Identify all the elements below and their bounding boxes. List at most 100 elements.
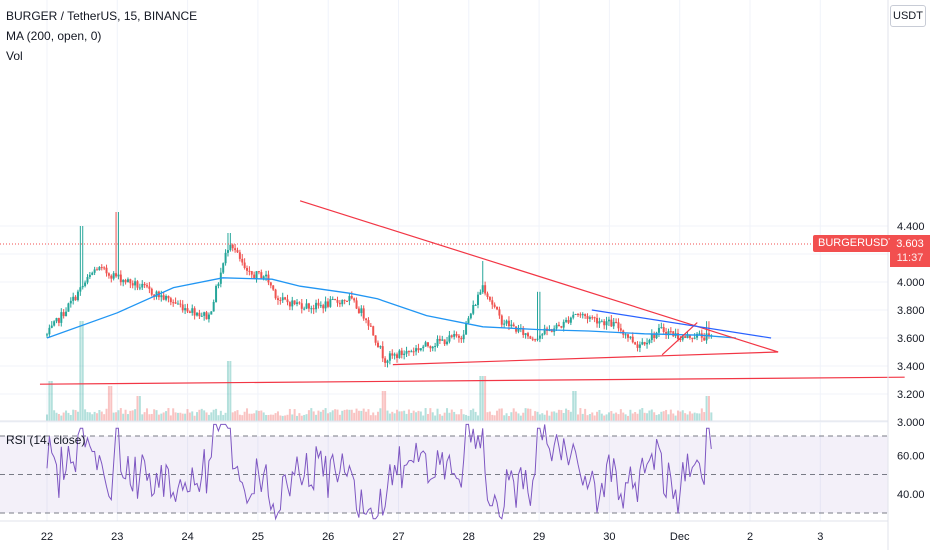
candle-body — [465, 322, 468, 335]
volume-bar — [246, 408, 249, 421]
volume-bar — [186, 409, 189, 421]
volume-bar — [479, 376, 482, 421]
candle-body — [534, 339, 537, 341]
candle-body — [69, 300, 72, 304]
volume-bar — [460, 409, 463, 421]
ma-legend[interactable]: MA (200, open, 0) — [6, 29, 102, 43]
volume-bar — [607, 412, 610, 421]
candle-body — [374, 335, 377, 343]
volume-bar — [641, 408, 644, 421]
volume-bar — [693, 412, 696, 421]
candle-body — [517, 328, 520, 332]
volume-bar — [534, 411, 537, 421]
volume-bar — [110, 386, 113, 421]
candle-body — [450, 335, 453, 337]
volume-bar — [676, 410, 679, 421]
candle-body — [334, 298, 337, 301]
candle-body — [362, 308, 365, 319]
volume-bar — [238, 414, 241, 421]
pair-legend[interactable]: BURGER / TetherUS, 15, BINANCE — [6, 9, 198, 23]
volume-bar — [660, 411, 663, 421]
candle-body — [226, 250, 229, 253]
volume-bar — [567, 410, 570, 421]
candle-body — [524, 333, 527, 335]
time-tick-label: 25 — [252, 531, 264, 543]
volume-bar — [681, 410, 684, 421]
candle-body — [88, 274, 91, 278]
candle-body — [512, 324, 515, 327]
candle-body — [653, 333, 656, 339]
volume-bar — [176, 412, 179, 421]
volume-bar — [517, 413, 520, 421]
candle-body — [248, 270, 251, 272]
volume-bar — [191, 411, 194, 421]
volume-bar — [643, 412, 646, 421]
volume-bar — [79, 321, 82, 421]
volume-bar — [498, 408, 501, 421]
time-axis[interactable]: 22 23 24 25 26 27 28 29 30 Dec 2 3 — [41, 531, 823, 543]
candle-body — [203, 312, 206, 316]
candle-body — [588, 317, 591, 319]
volume-bar — [62, 412, 65, 421]
bar-countdown: 11:37 — [896, 252, 924, 264]
candle-body — [688, 334, 691, 338]
candle-body — [126, 279, 129, 283]
volume-bar — [646, 413, 649, 421]
volume-bar — [362, 408, 365, 421]
volume-bar — [198, 409, 201, 421]
candle-body — [250, 271, 253, 275]
trendlines[interactable] — [39, 200, 905, 385]
candle-body — [476, 294, 479, 305]
candle-body — [543, 328, 546, 335]
volume-bar — [612, 413, 615, 421]
volume-bar — [55, 412, 58, 421]
candle-body — [229, 244, 232, 251]
candle-body — [415, 348, 418, 352]
rsi-axis[interactable]: 60.00 40.00 — [897, 450, 925, 501]
candle-body — [84, 282, 87, 286]
volume-bar — [453, 411, 456, 421]
volume-bar — [403, 410, 406, 421]
volume-bar — [638, 409, 641, 421]
currency-unit-button[interactable]: USDT — [890, 5, 926, 27]
time-tick-label: Dec — [670, 531, 690, 543]
candle-body — [431, 346, 434, 349]
candle-body — [298, 302, 301, 304]
candle-body — [146, 285, 149, 287]
candle-body — [98, 267, 101, 271]
candle-body — [67, 303, 70, 312]
volume-bar — [426, 413, 429, 421]
candle-body — [96, 269, 99, 271]
volume-bar — [134, 409, 137, 421]
volume-bar — [167, 408, 170, 421]
candle-body — [253, 274, 256, 279]
candle-body — [412, 351, 415, 353]
candle-body — [441, 339, 444, 341]
candle-body — [122, 279, 125, 283]
rsi-legend[interactable]: RSI (14, close) — [6, 433, 86, 447]
volume-bar — [357, 410, 360, 421]
candle-body — [312, 308, 315, 310]
volume-bar — [700, 408, 703, 421]
volume-bar — [243, 411, 246, 421]
vol-legend[interactable]: Vol — [6, 49, 23, 63]
volume-bar — [505, 413, 508, 421]
volume-bar — [365, 411, 368, 421]
candle-body — [596, 317, 599, 324]
candle-body — [641, 342, 644, 345]
volume-bar — [334, 409, 337, 421]
volume-bar — [396, 409, 399, 421]
volume-bar — [684, 413, 687, 421]
candle-body — [684, 336, 687, 338]
volume-bar — [250, 413, 253, 421]
candle-body — [60, 312, 63, 323]
candle-body — [634, 342, 637, 345]
volume-bar — [522, 412, 525, 421]
volume-bar — [86, 412, 89, 421]
volume-bar — [255, 410, 258, 421]
candle-body — [246, 267, 249, 271]
volume-bar — [179, 412, 182, 421]
volume-bar — [503, 415, 506, 421]
candle-body — [448, 335, 451, 342]
